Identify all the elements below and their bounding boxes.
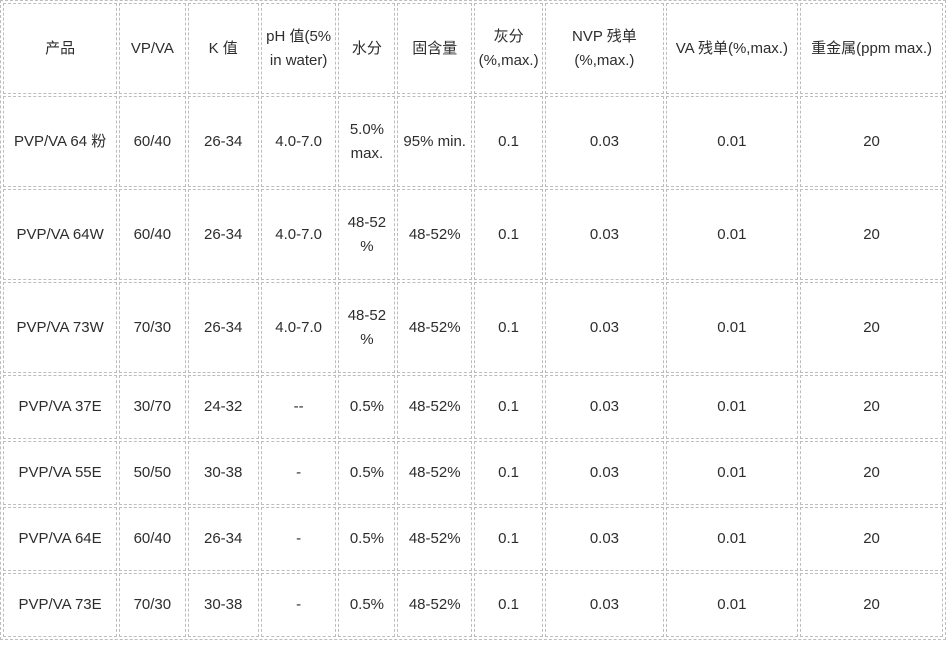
- header-cell-5: 固含量: [397, 3, 472, 94]
- header-cell-1: VP/VA: [119, 3, 186, 94]
- table-cell: 0.1: [473, 189, 544, 280]
- table-cell: 0.01: [665, 96, 799, 187]
- table-cell: 0.03: [545, 507, 664, 571]
- table-cell: 0.5%: [338, 441, 396, 505]
- table-cell: 20: [800, 96, 943, 187]
- table-cell: 26-34: [187, 507, 259, 571]
- table-row: PVP/VA 37E 30/70 24-32 -- 0.5% 48-52% 0.1 0.03 0…: [3, 375, 943, 439]
- header-cell-9: 重金属(ppm max.): [800, 3, 943, 94]
- table-cell: 30-38: [187, 573, 259, 637]
- table-cell: 26-34: [187, 282, 259, 373]
- product-name-cell: PVP/VA 55E: [3, 441, 118, 505]
- table-cell: 24-32: [187, 375, 259, 439]
- table-cell: 0.1: [473, 573, 544, 637]
- table-cell: 20: [800, 507, 943, 571]
- table-cell: --: [260, 375, 337, 439]
- table-cell: 20: [800, 189, 943, 280]
- table-row: PVP/VA 64W 60/40 26-34 4.0-7.0 48-52 % 48-52%…: [3, 189, 943, 280]
- product-name-cell: PVP/VA 64E: [3, 507, 118, 571]
- table-cell: 0.5%: [338, 573, 396, 637]
- table-cell: 0.01: [665, 375, 799, 439]
- table-cell: 20: [800, 282, 943, 373]
- table-cell: 50/50: [119, 441, 186, 505]
- table-cell: 0.01: [665, 441, 799, 505]
- table-cell: 0.01: [665, 573, 799, 637]
- table-cell: 4.0-7.0: [260, 189, 337, 280]
- product-name-cell: PVP/VA 73W: [3, 282, 118, 373]
- header-cell-4: 水分: [338, 3, 396, 94]
- table-cell: 0.01: [665, 189, 799, 280]
- table-row: PVP/VA 55E 50/50 30-38-0.5% 48-52% 0.1 0.03 0.…: [3, 441, 943, 505]
- table-cell: 0.01: [665, 282, 799, 373]
- table-row: PVP/VA 73W 70/30 26-34 4.0-7.0 48-52 % 48-52%…: [3, 282, 943, 373]
- table-cell: 0.03: [545, 282, 664, 373]
- table-header: 产品 VP/VA K 值 pH 值(5% in water) 水分 固含量 灰分 (%,ma…: [3, 3, 943, 94]
- header-cell-7: NVP 残单 (%,max.): [545, 3, 664, 94]
- header-row: 产品 VP/VA K 值 pH 值(5% in water) 水分 固含量 灰分 (%,ma…: [3, 3, 943, 94]
- table-cell: 60/40: [119, 189, 186, 280]
- table-cell: 30-38: [187, 441, 259, 505]
- header-cell-8: VA 残单(%,max.): [665, 3, 799, 94]
- table-cell: 70/30: [119, 573, 186, 637]
- table-cell: 0.03: [545, 96, 664, 187]
- table-body: PVP/VA 64 粉 60/40 26-34 4.0-7.0 5.0% max. 95%…: [3, 96, 943, 637]
- header-cell-0: 产品: [3, 3, 118, 94]
- table-cell: 0.03: [545, 189, 664, 280]
- table-cell: 26-34: [187, 96, 259, 187]
- table-cell: 0.03: [545, 573, 664, 637]
- product-name-cell: PVP/VA 64W: [3, 189, 118, 280]
- table-cell: 0.5%: [338, 375, 396, 439]
- table-cell: 48-52%: [397, 189, 472, 280]
- table-cell: 0.03: [545, 375, 664, 439]
- table-cell: 48-52%: [397, 282, 472, 373]
- table-cell: 26-34: [187, 189, 259, 280]
- table-cell: -: [260, 441, 337, 505]
- table-cell: -: [260, 573, 337, 637]
- table-cell: 30/70: [119, 375, 186, 439]
- table-cell: 0.03: [545, 441, 664, 505]
- table-cell: 48-52 %: [338, 189, 396, 280]
- table-row: PVP/VA 73E 70/30 30-38-0.5% 48-52% 0.1 0.03 0.…: [3, 573, 943, 637]
- table-cell: 20: [800, 573, 943, 637]
- table-cell: -: [260, 507, 337, 571]
- table-cell: 48-52 %: [338, 282, 396, 373]
- table-cell: 70/30: [119, 282, 186, 373]
- table-cell: 48-52%: [397, 507, 472, 571]
- table-cell: 0.1: [473, 441, 544, 505]
- table-cell: 20: [800, 375, 943, 439]
- product-name-cell: PVP/VA 73E: [3, 573, 118, 637]
- table-cell: 0.1: [473, 282, 544, 373]
- table-cell: 4.0-7.0: [260, 96, 337, 187]
- table-cell: 0.1: [473, 96, 544, 187]
- product-name-cell: PVP/VA 64 粉: [3, 96, 118, 187]
- table-cell: 20: [800, 441, 943, 505]
- table-cell: 48-52%: [397, 375, 472, 439]
- table-cell: 0.5%: [338, 507, 396, 571]
- table-cell: 0.1: [473, 375, 544, 439]
- table-cell: 60/40: [119, 507, 186, 571]
- table-cell: 0.01: [665, 507, 799, 571]
- table-cell: 95% min.: [397, 96, 472, 187]
- header-cell-6: 灰分 (%,max.): [473, 3, 544, 94]
- table-row: PVP/VA 64E 60/40 26-34-0.5% 48-52% 0.1 0.03 0.…: [3, 507, 943, 571]
- product-spec-table: 产品 VP/VA K 值 pH 值(5% in water) 水分 固含量 灰分 (%,ma…: [0, 0, 946, 640]
- product-name-cell: PVP/VA 37E: [3, 375, 118, 439]
- table-row: PVP/VA 64 粉 60/40 26-34 4.0-7.0 5.0% max. 95%…: [3, 96, 943, 187]
- header-cell-3: pH 值(5% in water): [260, 3, 337, 94]
- table-cell: 5.0% max.: [338, 96, 396, 187]
- table-cell: 48-52%: [397, 441, 472, 505]
- table-cell: 48-52%: [397, 573, 472, 637]
- table-cell: 4.0-7.0: [260, 282, 337, 373]
- table-cell: 60/40: [119, 96, 186, 187]
- header-cell-2: K 值: [187, 3, 259, 94]
- table-cell: 0.1: [473, 507, 544, 571]
